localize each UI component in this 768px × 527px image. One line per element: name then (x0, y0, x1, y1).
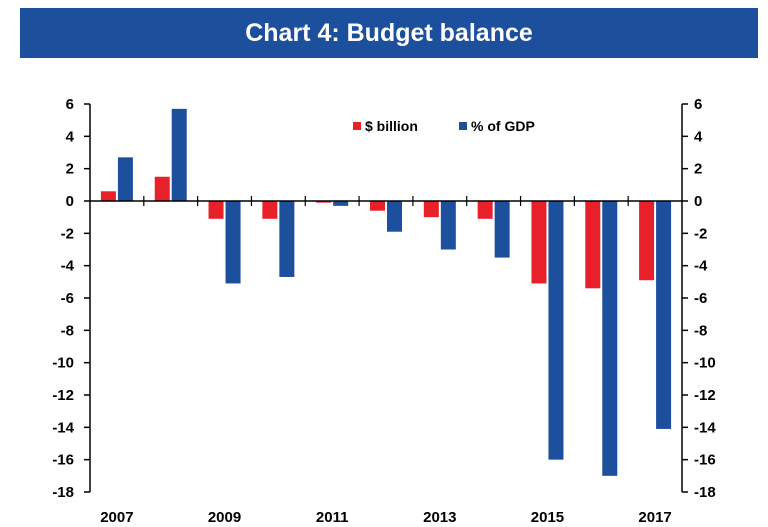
y-tick-left-label: -14 (52, 419, 74, 436)
bar-pct-gdp-2014 (494, 201, 510, 258)
bar-billion-2011 (316, 201, 332, 203)
y-tick-left-label: -12 (52, 387, 74, 404)
bar-billion-2010 (262, 201, 278, 219)
y-tick-left-label: -10 (52, 355, 74, 372)
y-tick-left-label: -8 (61, 322, 74, 339)
x-tick-label-2007: 2007 (100, 509, 133, 526)
bar-billion-2007 (100, 191, 116, 201)
y-tick-right-label: 6 (694, 96, 702, 113)
bar-pct-gdp-2008 (171, 108, 187, 201)
y-tick-left-label: -4 (61, 258, 75, 275)
y-tick-left-label: 2 (66, 161, 74, 178)
bar-pct-gdp-2007 (117, 157, 133, 201)
y-tick-right-label: 0 (694, 193, 702, 210)
chart-title-bar: Chart 4: Budget balance (20, 8, 758, 58)
bar-billion-2013 (423, 201, 439, 218)
y-tick-left-label: 6 (66, 96, 74, 113)
bar-billion-2017 (639, 201, 655, 281)
y-tick-left-label: -16 (52, 452, 74, 469)
y-tick-left-label: 0 (66, 193, 74, 210)
y-tick-right-label: -6 (694, 290, 707, 307)
legend-label-pct-gdp: % of GDP (471, 118, 535, 134)
y-tick-right-label: -16 (694, 452, 716, 469)
y-tick-left-label: -2 (61, 225, 74, 242)
bar-billion-2014 (477, 201, 493, 219)
x-tick-label-2013: 2013 (423, 509, 456, 526)
bar-billion-2015 (531, 201, 547, 284)
legend-swatch-billion (353, 122, 361, 130)
y-tick-right-label: -14 (694, 419, 716, 436)
y-tick-left-label: 4 (66, 128, 75, 145)
y-tick-right-label: -18 (694, 484, 716, 501)
y-tick-right-label: 2 (694, 161, 702, 178)
bar-pct-gdp-2011 (333, 201, 349, 206)
y-tick-left-label: -18 (52, 484, 74, 501)
bar-billion-2008 (154, 176, 170, 201)
y-tick-right-label: -2 (694, 225, 707, 242)
bar-billion-2016 (585, 201, 601, 289)
y-tick-right-label: -8 (694, 322, 707, 339)
y-tick-right-label: -12 (694, 387, 716, 404)
legend-swatch-pct-gdp (459, 122, 467, 130)
bar-pct-gdp-2015 (548, 201, 564, 460)
y-tick-right-label: -4 (694, 258, 708, 275)
bar-pct-gdp-2012 (387, 201, 402, 232)
x-tick-label-2011: 2011 (316, 509, 349, 526)
bar-pct-gdp-2010 (279, 201, 295, 277)
bar-billion-2012 (370, 201, 385, 211)
bar-pct-gdp-2013 (440, 201, 456, 250)
chart-title: Chart 4: Budget balance (245, 18, 533, 47)
y-tick-left-label: -6 (61, 290, 74, 307)
y-tick-right-label: 4 (694, 128, 703, 145)
x-tick-label-2009: 2009 (208, 509, 241, 526)
bar-pct-gdp-2016 (602, 201, 618, 476)
y-tick-right-label: -10 (694, 355, 716, 372)
x-tick-label-2017: 2017 (638, 509, 671, 526)
bar-billion-2009 (208, 201, 224, 219)
bar-pct-gdp-2009 (225, 201, 241, 284)
x-tick-label-2015: 2015 (531, 509, 564, 526)
bar-pct-gdp-2017 (656, 201, 672, 429)
legend-label-billion: $ billion (365, 118, 418, 134)
